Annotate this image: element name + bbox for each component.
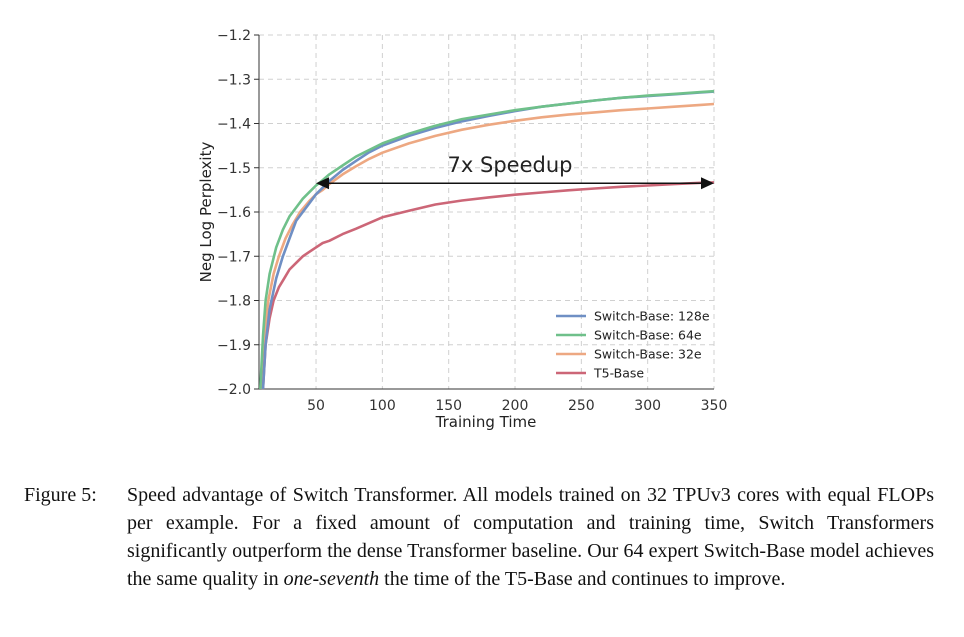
x-tick-label: 50 [307, 398, 325, 414]
y-tick-label: −1.4 [217, 117, 251, 133]
y-tick-label: −2.0 [217, 382, 251, 398]
figure-caption: Figure 5: Speed advantage of Switch Tran… [24, 481, 934, 593]
x-tick-label: 250 [568, 398, 595, 414]
x-tick-label: 100 [369, 398, 396, 414]
y-tick-label: −1.5 [217, 161, 251, 177]
caption-text-after: the time of the T5-Base and continues to… [379, 568, 786, 590]
legend-label: Switch-Base: 64e [594, 328, 702, 343]
x-tick-labels: 50 100 150 200 250 300 350 [307, 398, 727, 414]
speedup-arrow-head-right [701, 177, 714, 190]
speedup-arrow-head-left [316, 177, 330, 190]
speedup-annotation-text: 7x Speedup [448, 153, 573, 177]
caption-text-before: Speed advantage of Switch Transformer. A… [127, 484, 934, 590]
x-tick-label: 300 [634, 398, 661, 414]
legend-label: Switch-Base: 128e [594, 309, 710, 324]
x-tick-label: 150 [435, 398, 462, 414]
legend-label: Switch-Base: 32e [594, 347, 702, 362]
y-tick-label: −1.7 [217, 249, 251, 265]
y-tick-label: −1.8 [217, 294, 251, 310]
series-lines [259, 89, 715, 390]
y-tick-label: −1.3 [217, 72, 251, 88]
series-line-1 [259, 89, 715, 390]
x-tick-label: 200 [502, 398, 529, 414]
y-tick-labels: −2.0 −1.9 −1.8 −1.7 −1.6 −1.5 −1.4 −1.3 −1.2 [217, 28, 259, 398]
line-chart: 50 100 150 200 250 300 350 −2.0 −1.9 −1.8 −1.7 −1.… [197, 28, 727, 431]
y-tick-label: −1.9 [217, 338, 251, 354]
caption-body: Speed advantage of Switch Transformer. A… [127, 481, 934, 593]
y-tick-label: −1.2 [217, 28, 251, 44]
legend: Switch-Base: 128e Switch-Base: 64e Switch-… [556, 309, 710, 381]
x-tick-label: 350 [701, 398, 728, 414]
x-axis-label: Training Time [435, 413, 537, 431]
caption-emphasis: one-seventh [283, 568, 380, 590]
y-tick-label: −1.6 [217, 205, 251, 221]
speedup-annotation: 7x Speedup [316, 153, 714, 190]
series-line-3 [261, 181, 715, 390]
legend-label: T5-Base [593, 366, 644, 381]
y-axis-label: Neg Log Perplexity [197, 142, 215, 283]
series-line-2 [260, 102, 715, 390]
caption-label: Figure 5: [24, 484, 97, 506]
